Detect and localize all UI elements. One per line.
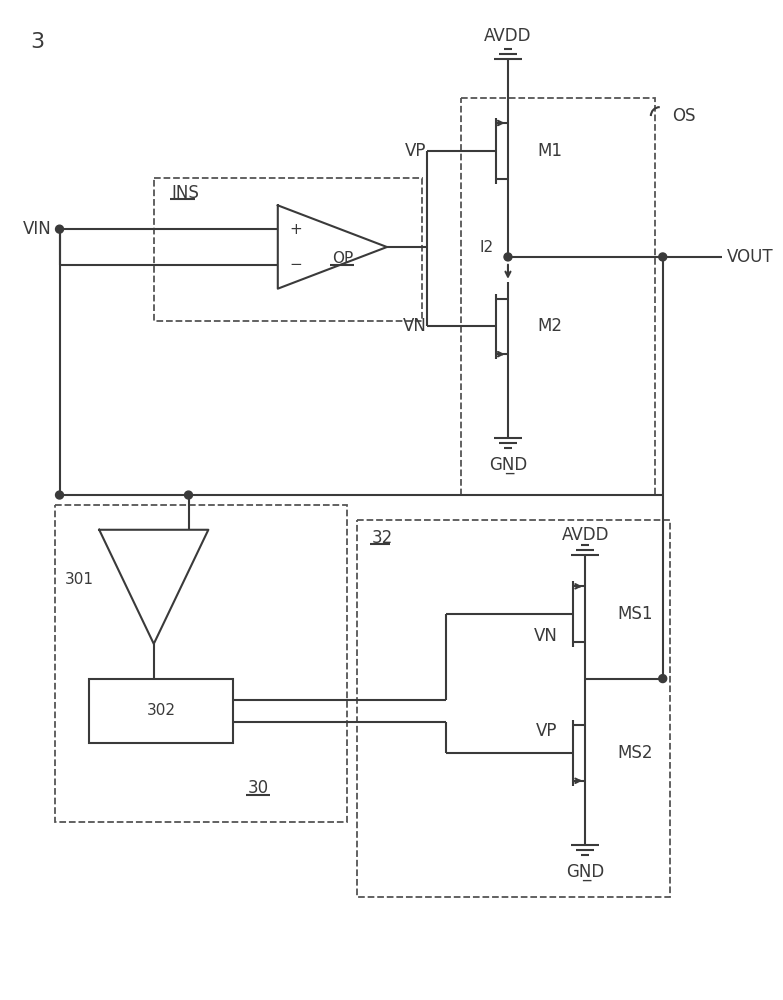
Circle shape (56, 491, 63, 499)
Text: INS: INS (171, 184, 200, 202)
Circle shape (659, 675, 666, 683)
Text: VP: VP (405, 142, 427, 160)
Text: M2: M2 (538, 317, 563, 335)
Bar (153, 178, 422, 321)
Text: 302: 302 (146, 703, 175, 718)
Text: AVDD: AVDD (561, 526, 609, 544)
Circle shape (56, 225, 63, 233)
Text: GN̲D: GN̲D (489, 456, 527, 474)
Text: +: + (289, 222, 302, 237)
Text: VIN: VIN (23, 220, 52, 238)
Text: OP: OP (332, 251, 353, 266)
Text: 301: 301 (65, 572, 94, 587)
Bar (357, 520, 669, 897)
Circle shape (659, 253, 666, 261)
Text: VP: VP (536, 722, 557, 740)
Text: 3: 3 (30, 32, 44, 52)
Text: MS2: MS2 (617, 744, 652, 762)
Text: −: − (289, 257, 302, 272)
Bar (55, 505, 347, 822)
Text: VN: VN (402, 317, 427, 335)
Text: 30: 30 (248, 779, 269, 797)
Text: M1: M1 (538, 142, 563, 160)
Bar (461, 98, 655, 495)
Text: OS: OS (672, 107, 695, 125)
Circle shape (504, 253, 512, 261)
Circle shape (185, 491, 193, 499)
Text: VOUT: VOUT (727, 248, 774, 266)
Text: MS1: MS1 (617, 605, 652, 623)
Text: VN: VN (534, 627, 557, 645)
Text: I2: I2 (480, 240, 494, 255)
Text: 32: 32 (372, 529, 393, 547)
Text: GN̲D: GN̲D (566, 863, 604, 881)
Bar (89, 679, 233, 743)
Text: AVDD: AVDD (484, 27, 532, 45)
